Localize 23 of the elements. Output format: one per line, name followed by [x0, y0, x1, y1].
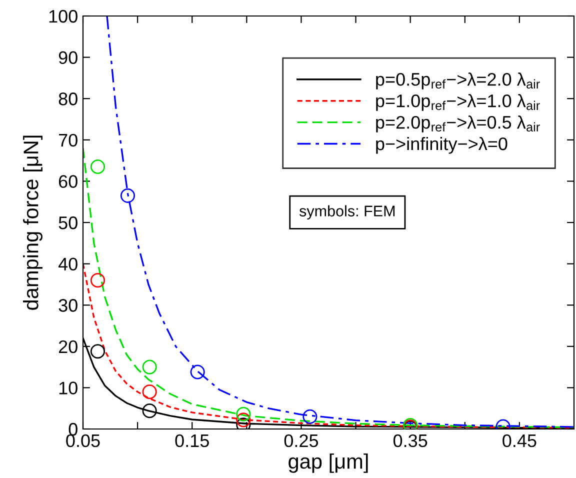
annotation: symbols: FEM: [299, 205, 395, 220]
x-axis-title: gap [μm]: [288, 453, 368, 473]
y-tick-label: 20: [58, 340, 78, 354]
legend-label: p=0.5p$_{ref}$−>λ=2.0 λ$_{air}$: [376, 72, 540, 90]
y-tick-label: 30: [58, 299, 78, 312]
legend-label: p=1.0p$_{ref}$−>λ=1.0 λ$_{air}$: [376, 94, 540, 111]
x-tick-label: 0.05: [66, 434, 100, 448]
y-axis-title: damping force [μN]: [23, 136, 42, 310]
y-tick-label: 40: [58, 258, 78, 271]
y-tick-label: 90: [58, 51, 78, 64]
y-tick-label: 60: [58, 175, 78, 188]
legend-label: p=2.0p$_{ref}$−>λ=0.5 λ$_{air}$: [376, 115, 540, 132]
y-tick-label: 70: [58, 134, 78, 147]
x-tick-label: 0.45: [502, 434, 536, 448]
y-tick-label: 10: [59, 382, 78, 394]
y-tick-label: 80: [58, 92, 78, 106]
x-tick-label: 0.15: [175, 434, 209, 448]
y-tick-label: 100: [49, 10, 78, 23]
x-tick-label: 0.25: [284, 434, 318, 448]
legend-label: p−>infinity−>λ=0: [376, 136, 508, 154]
y-tick-label: 50: [58, 216, 78, 230]
x-tick-label: 0.35: [393, 434, 428, 448]
y-tick-label: 0: [68, 422, 78, 436]
